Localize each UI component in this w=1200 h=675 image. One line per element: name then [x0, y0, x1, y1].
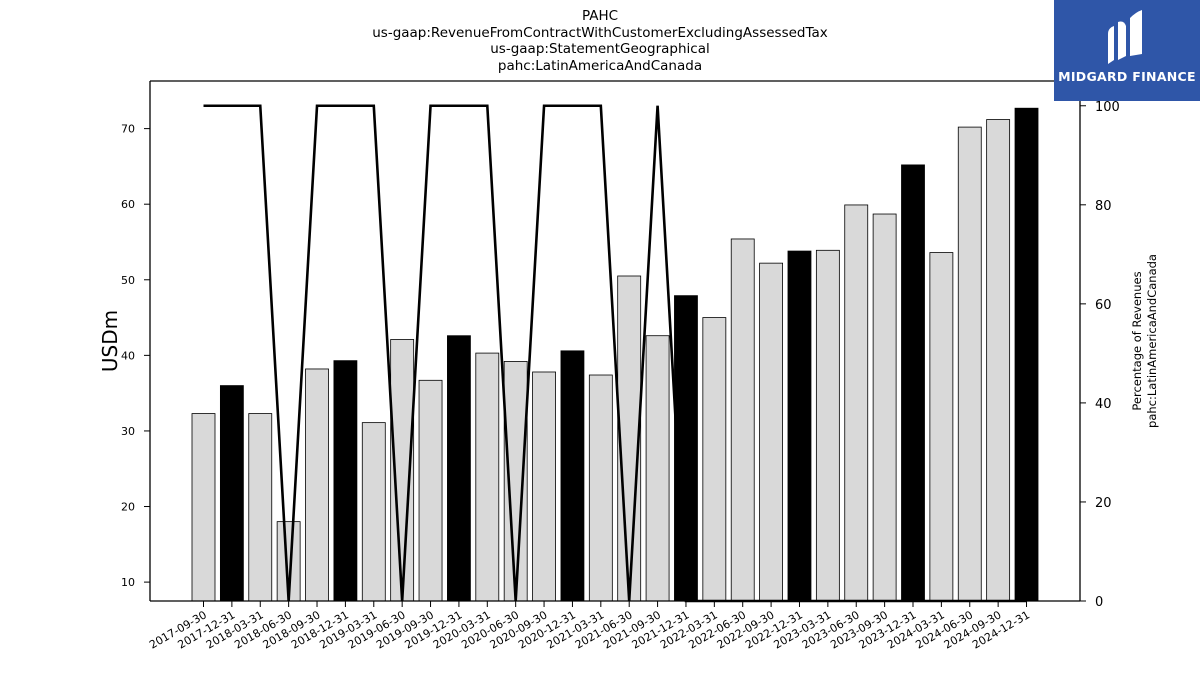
bar — [305, 368, 329, 602]
bar — [645, 335, 670, 602]
y-tick-label: 10 — [121, 576, 135, 589]
bar — [844, 204, 869, 602]
y-tick-label: 30 — [121, 425, 135, 438]
bar — [361, 422, 386, 602]
y-tick-label: 60 — [121, 198, 135, 211]
brand-logo: MIDGARD FINANCE — [1054, 0, 1200, 101]
y2-axis-label-line-2: pahc:LatinAmericaAndCanada — [1145, 254, 1159, 428]
y2-tick-label: 60 — [1095, 298, 1112, 313]
bar — [957, 126, 982, 602]
bar — [447, 335, 471, 602]
bar — [418, 379, 443, 602]
bar — [929, 252, 954, 602]
bar — [191, 413, 216, 602]
bar — [901, 164, 925, 602]
logo-mark-icon — [1108, 10, 1142, 64]
y-tick-label: 40 — [121, 349, 135, 362]
bar — [333, 360, 358, 602]
y2-tick-label: 0 — [1095, 595, 1103, 610]
bar — [759, 262, 783, 602]
logo-text: MIDGARD FINANCE — [1058, 69, 1196, 84]
chart-title-line-2: us-gaap:RevenueFromContractWithCustomerE… — [372, 24, 828, 41]
y-tick-label: 20 — [121, 501, 135, 514]
y-tick-label: 50 — [121, 274, 135, 287]
y-axis-label: USDm — [98, 310, 122, 372]
y2-tick-label: 100 — [1095, 100, 1120, 115]
bar — [986, 119, 1011, 602]
bar — [702, 317, 727, 602]
bar — [787, 250, 812, 602]
bar — [1014, 107, 1039, 602]
chart-title-line-4: pahc:LatinAmericaAndCanada — [497, 57, 703, 74]
chart-title-line-3: us-gaap:StatementGeographical — [490, 41, 710, 57]
bar — [475, 352, 500, 602]
bar — [219, 385, 244, 602]
chart-title-line-1: PAHC — [581, 8, 619, 24]
bar — [588, 374, 613, 602]
y2-tick-label: 20 — [1095, 496, 1112, 511]
bar — [872, 213, 897, 602]
bar — [560, 350, 585, 602]
y2-tick-label: 40 — [1095, 397, 1112, 412]
y-tick-label: 70 — [121, 123, 135, 136]
bar — [248, 413, 273, 602]
bar — [730, 238, 755, 602]
bar — [815, 249, 840, 602]
y2-axis-label-line-1: Percentage of Revenues — [1130, 271, 1144, 410]
bar — [532, 371, 556, 602]
y2-tick-label: 80 — [1095, 199, 1112, 214]
